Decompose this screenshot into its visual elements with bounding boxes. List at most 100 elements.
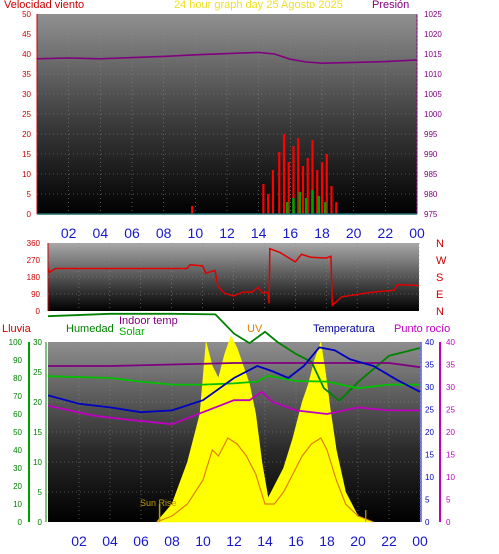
temperature-tick-label: 25 [425, 406, 434, 415]
wind-tick-label: 15 [22, 150, 31, 159]
direction-tick-label: 180 [27, 273, 41, 282]
indoor-temp-line [48, 362, 421, 369]
compass-label: W [436, 255, 447, 267]
legend-temperatura: Temperatura [313, 323, 376, 335]
wind-x-tick-label: 18 [314, 225, 330, 241]
pressure-tick-label: 1015 [424, 50, 442, 59]
humidity-tick-label: 25 [33, 368, 42, 377]
sun-rise-label: Sun Rise [140, 498, 177, 508]
wind-x-tick-label: 14 [251, 225, 267, 241]
compass-label: S [436, 272, 443, 284]
humidity-tick-label: 5 [38, 488, 43, 497]
humidity-tick-label: 15 [33, 428, 42, 437]
humidity-line [47, 312, 421, 403]
wind-tick-label: 45 [22, 30, 31, 39]
rain-tick-label: 0 [18, 518, 23, 527]
wind-x-tick-label: 10 [188, 225, 204, 241]
rain-tick-label: 90 [13, 356, 22, 365]
wind-tick-label: 20 [22, 130, 31, 139]
dewpoint-tick-label: 40 [446, 338, 455, 347]
legend-punto-rocio: Punto rocío [394, 323, 450, 335]
temperature-tick-label: 20 [425, 428, 434, 437]
wind-x-tick-label: 16 [283, 225, 299, 241]
humidity-tick-label: 20 [33, 398, 42, 407]
direction-tick-label: 0 [36, 307, 41, 316]
wind-tick-label: 50 [22, 10, 31, 19]
temp-x-tick-label: 12 [226, 533, 242, 549]
dewpoint-tick-label: 15 [446, 451, 455, 460]
temp-x-tick-label: 02 [71, 533, 87, 549]
humidity-tick-label: 30 [33, 338, 42, 347]
pressure-tick-label: 995 [424, 130, 438, 139]
temperature-tick-label: 40 [425, 338, 434, 347]
temperature-tick-label: 35 [425, 361, 434, 370]
wind-x-tick-label: 00 [409, 225, 425, 241]
temperature-tick-label: 0 [425, 518, 430, 527]
dewpoint-tick-label: 10 [446, 473, 455, 482]
wind-tick-label: 35 [22, 70, 31, 79]
dewpoint-tick-label: 0 [446, 518, 451, 527]
humidity-tick-label: 10 [33, 458, 42, 467]
wind-x-tick-label: 20 [346, 225, 362, 241]
temp-x-tick-label: 04 [102, 533, 118, 549]
temp-x-tick-label: 08 [164, 533, 180, 549]
temperature-line [47, 346, 421, 414]
wind-tick-label: 25 [22, 110, 31, 119]
dewpoint-tick-label: 20 [446, 428, 455, 437]
pressure-title: Presión [372, 0, 410, 11]
temp-x-tick-label: 18 [319, 533, 335, 549]
pressure-tick-label: 990 [424, 150, 438, 159]
direction-tick-label: 270 [27, 256, 41, 265]
legend-humedad: Humedad [66, 323, 114, 335]
temp-x-tick-label: 22 [381, 533, 397, 549]
legend-indoor-temp: Indoor temp [119, 315, 178, 327]
wind-x-tick-label: 06 [124, 225, 140, 241]
wind-tick-label: 0 [27, 210, 32, 219]
compass-label: N [436, 238, 444, 250]
rain-tick-label: 80 [13, 374, 22, 383]
pressure-line [36, 51, 418, 65]
rain-tick-label: 30 [13, 464, 22, 473]
temperature-tick-label: 5 [425, 496, 430, 505]
wind-tick-label: 5 [27, 190, 32, 199]
rain-tick-label: 20 [13, 482, 22, 491]
rain-tick-label: 10 [13, 500, 22, 509]
temp-x-tick-label: 20 [350, 533, 366, 549]
direction-line [47, 247, 420, 307]
pressure-tick-label: 1020 [424, 30, 442, 39]
pressure-tick-label: 1005 [424, 90, 442, 99]
temperature-tick-label: 30 [425, 383, 434, 392]
compass-label: E [436, 289, 443, 301]
direction-tick-label: 360 [27, 239, 41, 248]
pressure-tick-label: 1025 [424, 10, 442, 19]
wind-x-tick-label: 22 [378, 225, 394, 241]
direction-tick-label: 90 [31, 290, 40, 299]
rain-tick-label: 60 [13, 410, 22, 419]
humidity-tick-label: 0 [38, 518, 43, 527]
rain-tick-label: 70 [13, 392, 22, 401]
temp-x-tick-label: 06 [133, 533, 149, 549]
dewpoint-tick-label: 35 [446, 361, 455, 370]
dewpoint-tick-label: 25 [446, 406, 455, 415]
solar-line [47, 374, 420, 390]
temp-x-tick-label: 10 [195, 533, 211, 549]
dewpoint-line [47, 390, 420, 426]
legend-solar: Solar [119, 326, 145, 338]
wind-tick-label: 30 [22, 90, 31, 99]
temp-x-tick-label: 16 [288, 533, 304, 549]
temp-x-tick-label: 00 [412, 533, 428, 549]
wind-speed-title: Velocidad viento [4, 0, 85, 11]
wind-x-tick-label: 02 [61, 225, 77, 241]
rain-tick-label: 100 [9, 338, 23, 347]
solar-radiation-area [155, 335, 374, 523]
wind-tick-label: 10 [22, 170, 31, 179]
legend-uv: UV [247, 323, 263, 335]
rain-tick-label: 40 [13, 446, 22, 455]
wind-tick-label: 40 [22, 50, 31, 59]
wind-x-tick-label: 08 [156, 225, 172, 241]
compass-label: N [436, 306, 444, 318]
pressure-tick-label: 980 [424, 190, 438, 199]
wind-x-tick-label: 12 [219, 225, 235, 241]
wind-x-tick-label: 04 [93, 225, 109, 241]
